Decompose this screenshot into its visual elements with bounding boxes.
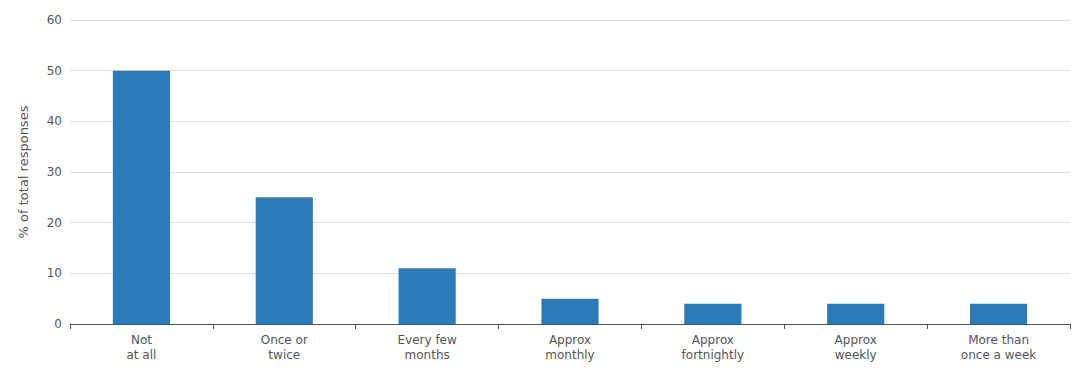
svg-text:60: 60 xyxy=(47,13,62,27)
svg-text:More than: More than xyxy=(968,333,1029,347)
svg-text:Approx: Approx xyxy=(835,333,877,347)
svg-text:Every few: Every few xyxy=(397,333,457,347)
svg-text:Approx: Approx xyxy=(692,333,734,347)
svg-text:40: 40 xyxy=(47,114,62,128)
svg-text:at all: at all xyxy=(126,348,156,362)
svg-text:twice: twice xyxy=(268,348,300,362)
svg-text:fortnightly: fortnightly xyxy=(682,348,745,362)
svg-text:monthly: monthly xyxy=(545,348,594,362)
svg-text:0: 0 xyxy=(54,317,62,331)
svg-text:weekly: weekly xyxy=(835,348,877,362)
svg-text:50: 50 xyxy=(47,64,62,78)
svg-text:once a week: once a week xyxy=(961,348,1036,362)
svg-text:Not: Not xyxy=(131,333,152,347)
svg-text:30: 30 xyxy=(47,165,62,179)
svg-text:% of total responses: % of total responses xyxy=(16,105,31,238)
svg-text:Once or: Once or xyxy=(261,333,308,347)
svg-text:Approx: Approx xyxy=(549,333,591,347)
svg-text:10: 10 xyxy=(47,266,62,280)
svg-text:20: 20 xyxy=(47,216,62,230)
svg-text:months: months xyxy=(405,348,450,362)
